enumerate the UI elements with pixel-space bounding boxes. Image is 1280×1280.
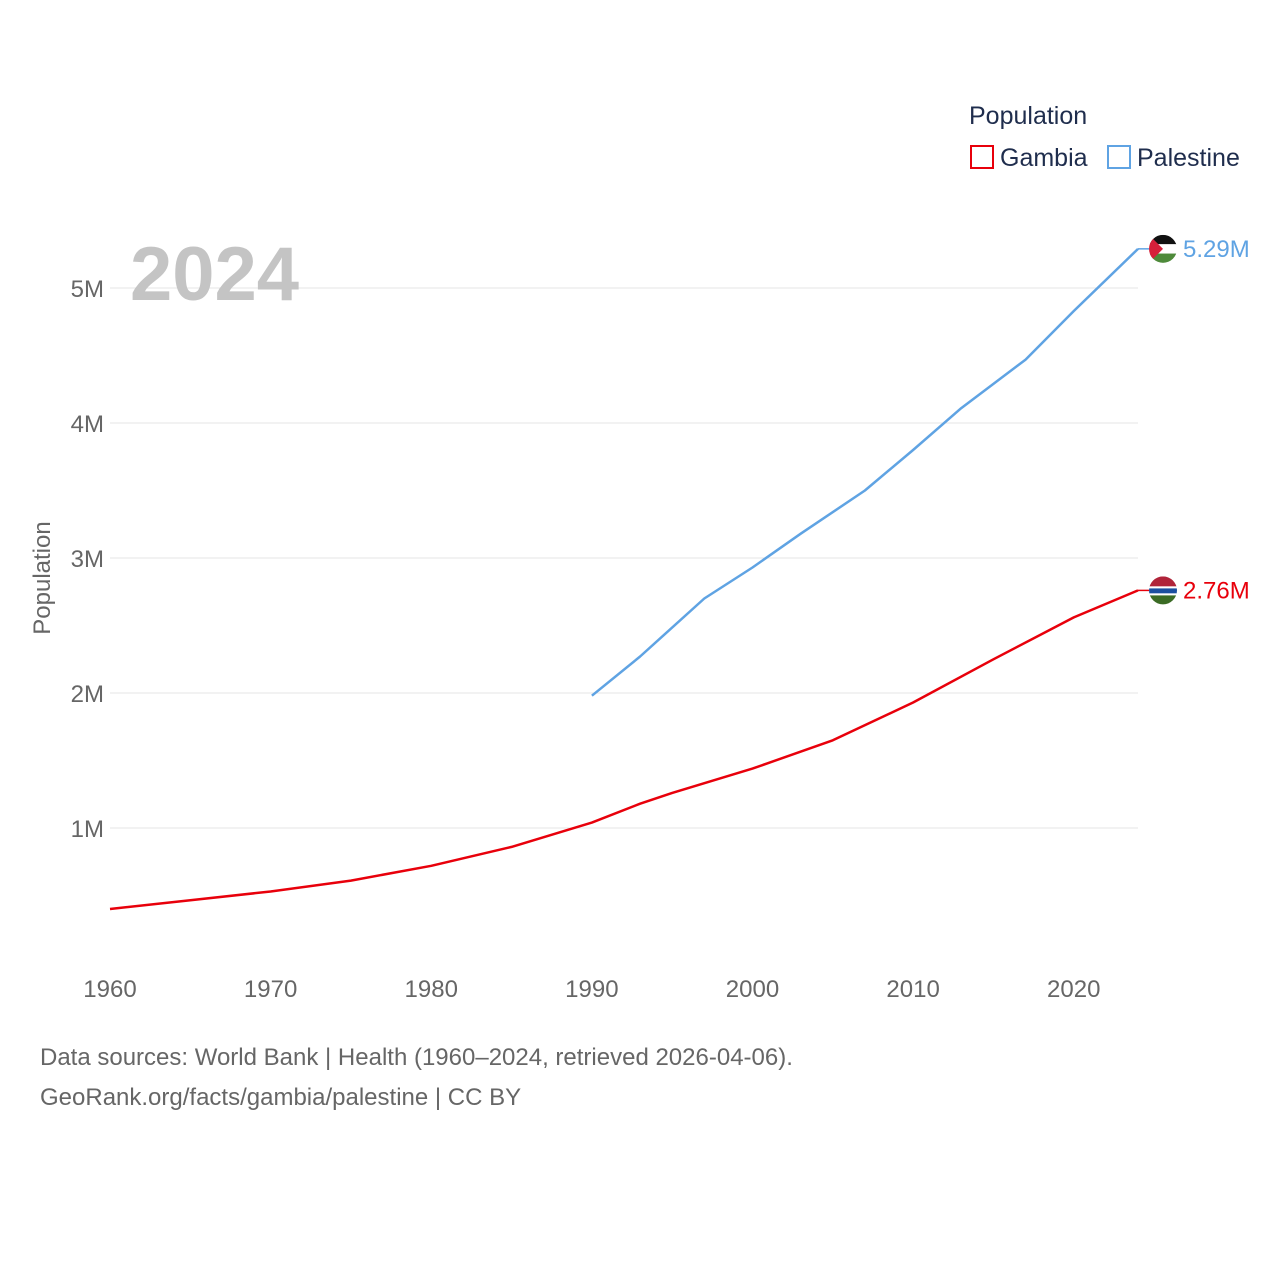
series-lines: [109, 248, 1139, 911]
end-markers: 2.76M 5.29M: [1138, 234, 1250, 605]
legend-item-gambia[interactable]: Gambia: [970, 144, 1088, 172]
x-tick-label: 1960: [83, 976, 136, 1003]
x-tick-label: 1980: [405, 976, 458, 1003]
legend-item-palestine[interactable]: Palestine: [1107, 144, 1240, 172]
x-axis-ticks: 1960 1970 1980 1990 2000 2010 2020: [83, 976, 1100, 1003]
y-axis-ticks: 1M 2M 3M 4M 5M: [71, 276, 104, 843]
y-tick-label: 3M: [71, 546, 104, 573]
legend-swatch-palestine: [1107, 145, 1131, 169]
x-tick-label: 2020: [1047, 976, 1100, 1003]
y-tick-label: 2M: [71, 681, 104, 708]
legend-label-palestine: Palestine: [1137, 144, 1240, 172]
y-tick-label: 1M: [71, 816, 104, 843]
x-tick-label: 1970: [244, 976, 297, 1003]
legend-swatch-gambia: [970, 145, 994, 169]
series-line-palestine: [591, 248, 1139, 697]
x-tick-label: 2010: [886, 976, 939, 1003]
x-tick-label: 1990: [565, 976, 618, 1003]
legend-title: Population: [969, 102, 1087, 130]
legend: Population Gambia Palestine: [969, 102, 1240, 172]
series-line-gambia: [109, 589, 1139, 911]
x-tick-label: 2000: [726, 976, 779, 1003]
y-tick-label: 4M: [71, 411, 104, 438]
end-value-label-gambia: 2.76M: [1183, 577, 1250, 604]
y-tick-label: 5M: [71, 276, 104, 303]
gambia-flag-icon: [1149, 576, 1177, 605]
year-label: 2024: [130, 232, 299, 317]
legend-label-gambia: Gambia: [1000, 144, 1088, 172]
palestine-flag-icon: [1149, 234, 1177, 263]
end-value-label-palestine: 5.29M: [1183, 236, 1250, 263]
y-axis-title: Population: [29, 521, 56, 634]
grid-lines: [110, 287, 1138, 829]
footer-link[interactable]: GeoRank.org/facts/gambia/palestine | CC …: [40, 1084, 522, 1111]
footer-sources: Data sources: World Bank | Health (1960–…: [40, 1044, 793, 1071]
